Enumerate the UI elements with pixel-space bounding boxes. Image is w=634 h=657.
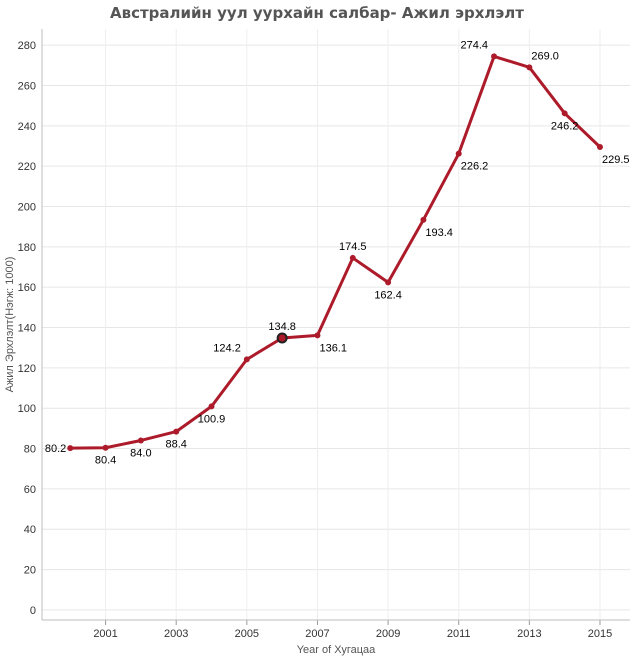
y-tick-label: 60 [24, 484, 36, 496]
data-label: 88.4 [165, 439, 186, 451]
data-point[interactable] [385, 279, 392, 286]
data-label: 80.4 [95, 455, 116, 467]
data-point[interactable] [102, 444, 109, 451]
data-point[interactable] [137, 437, 144, 444]
series-line-layer [68, 54, 602, 450]
y-axis-title: Ажил Эрхлэлт(Нэгж: 1000) [4, 257, 16, 393]
series-line [68, 54, 602, 450]
y-tick-label: 240 [18, 121, 36, 133]
x-tick-label: 2007 [305, 628, 329, 640]
x-tick-label: 2011 [447, 628, 471, 640]
x-tick-label: 2005 [235, 628, 259, 640]
data-label: 134.8 [268, 321, 296, 333]
data-label: 246.2 [551, 120, 579, 132]
data-point[interactable] [526, 64, 533, 71]
data-label: 162.4 [374, 289, 402, 301]
y-tick-label: 260 [18, 80, 36, 92]
y-tick-label: 220 [18, 161, 36, 173]
y-tick-label: 200 [18, 202, 36, 214]
y-tick-label: 120 [18, 363, 36, 375]
data-point[interactable] [455, 150, 462, 157]
data-point[interactable] [491, 53, 498, 60]
data-point[interactable] [314, 332, 321, 339]
data-point[interactable] [208, 403, 215, 410]
y-tick-label: 140 [18, 323, 36, 335]
data-point[interactable] [243, 356, 250, 363]
y-tick-label: 100 [18, 403, 36, 415]
x-tick-label: 2009 [376, 628, 400, 640]
data-labels: 80.2 80.4 84.0 88.4 100.9 124.2 134.8 136.1 174.… [45, 39, 630, 466]
y-tick-label: 80 [24, 444, 36, 456]
data-point[interactable] [67, 445, 74, 452]
data-label: 229.5 [602, 154, 630, 166]
data-label: 80.2 [45, 443, 66, 455]
y-tick-label: 20 [24, 565, 36, 577]
data-label: 193.4 [425, 227, 453, 239]
x-axis-title: Year of Хугацаа [297, 644, 376, 656]
x-tick-label: 2015 [588, 628, 612, 640]
x-tick-label: 2001 [93, 628, 117, 640]
data-point[interactable] [173, 428, 180, 435]
data-label: 136.1 [319, 342, 347, 354]
y-tick-label: 180 [18, 242, 36, 254]
y-tick-label: 160 [18, 282, 36, 294]
x-tick-label: 2013 [517, 628, 541, 640]
y-tick-label: 0 [30, 605, 36, 617]
grid [42, 29, 630, 620]
chart-title: Австралийн уул уурхайн салбар- Ажил эрхл… [110, 4, 524, 22]
data-point[interactable] [349, 254, 356, 261]
data-point[interactable] [561, 110, 568, 117]
y-tick-label: 280 [18, 40, 36, 52]
data-point[interactable] [596, 143, 603, 150]
highlighted-data-point[interactable] [276, 332, 288, 344]
data-label: 226.2 [461, 161, 489, 173]
data-label: 84.0 [130, 447, 151, 459]
axes: 0 20 40 60 80 100 120 140 160 180 200 220 240 260 280 2… [18, 29, 630, 640]
data-point[interactable] [420, 216, 427, 223]
x-tick-label: 2003 [164, 628, 188, 640]
data-label: 124.2 [213, 342, 241, 354]
data-label: 269.0 [531, 50, 559, 62]
data-label: 100.9 [198, 413, 226, 425]
y-tick-label: 40 [24, 524, 36, 536]
data-label: 274.4 [461, 39, 489, 51]
data-label: 174.5 [339, 241, 367, 253]
data-points [67, 53, 603, 452]
